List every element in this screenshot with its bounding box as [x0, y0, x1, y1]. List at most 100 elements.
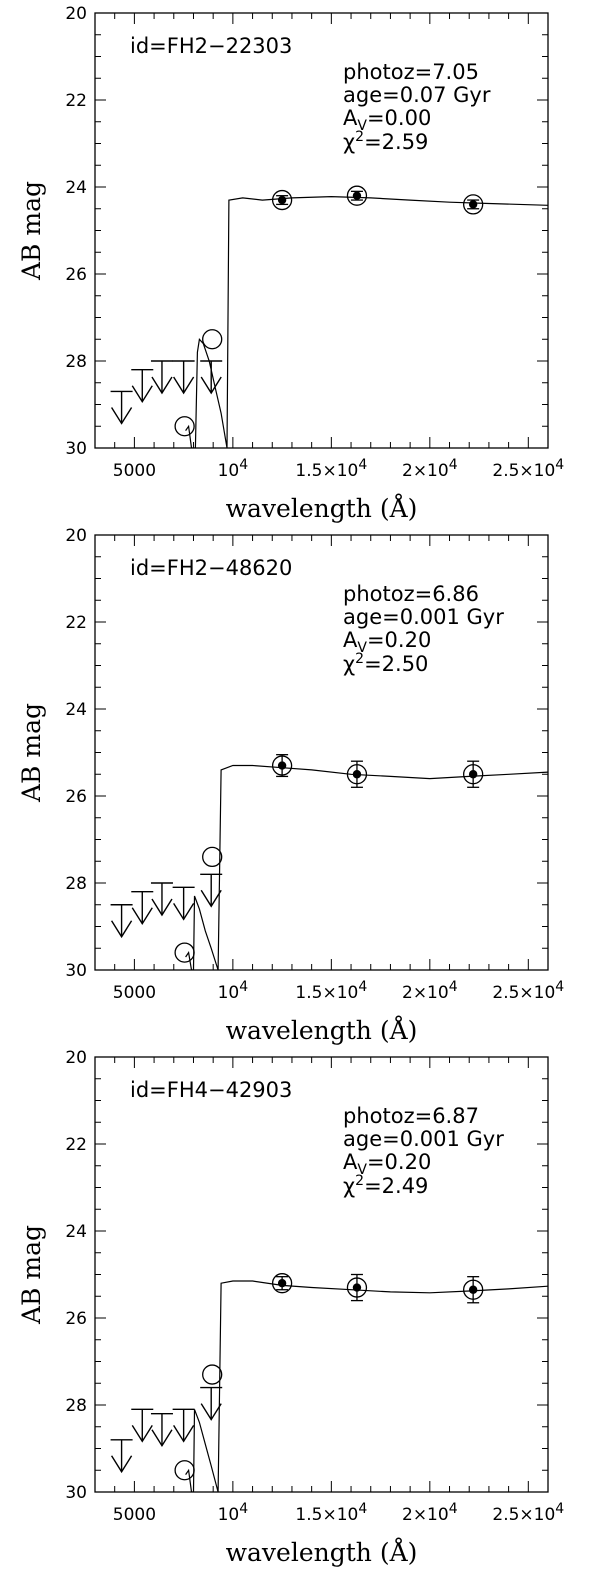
extinction-symbol: A	[343, 1150, 358, 1174]
upper-limit-arrow	[200, 1386, 223, 1421]
y-tick-label: 20	[65, 4, 87, 24]
model-magnitude-marker	[202, 329, 223, 350]
chi-squared-value: χ2=2.50	[343, 651, 428, 676]
x-tick-label-exponent: 4	[239, 1501, 248, 1517]
x-tick-label-base: 10	[218, 461, 240, 481]
model-magnitude-marker	[463, 1279, 484, 1300]
x-tick-label: 1.5×104	[295, 457, 367, 481]
x-tick-label-base: 1.5×10	[295, 1505, 358, 1525]
x-tick-label-exponent: 4	[449, 1501, 458, 1517]
y-tick-label: 24	[65, 1222, 87, 1242]
observed-magnitude-dot	[277, 761, 287, 770]
x-tick-label-exponent: 4	[555, 457, 564, 473]
model-magnitude-marker	[346, 764, 368, 785]
model-magnitude-marker	[346, 185, 368, 206]
chi-number: =2.49	[364, 1174, 428, 1198]
extinction-value: AV=0.20	[343, 628, 431, 656]
upper-limit-arrow	[200, 360, 223, 395]
extinction-subscript: V	[357, 118, 367, 134]
upper-limit-head	[151, 1429, 173, 1448]
x-tick-label-base: 10	[218, 1505, 240, 1525]
x-tick-label: 2.5×104	[492, 1501, 564, 1525]
y-tick-label: 22	[65, 613, 87, 633]
model-magnitude-marker	[463, 764, 484, 785]
plot-frame	[94, 12, 549, 449]
y-axis-title: AB mag	[17, 1225, 46, 1325]
model-magnitude-marker	[271, 1273, 293, 1294]
x-tick-label: 5000	[113, 983, 156, 1003]
detection-point	[346, 760, 368, 788]
extinction-symbol: A	[343, 106, 358, 130]
detection-point	[463, 760, 484, 788]
upper-limit-arrow	[131, 891, 154, 926]
x-tick-label: 1.5×104	[295, 979, 367, 1003]
upper-limit-head	[200, 1403, 222, 1421]
upper-limit-arrow	[172, 886, 195, 921]
x-tick-label-exponent: 4	[555, 979, 564, 995]
model-magnitude-marker	[202, 1364, 223, 1385]
extinction-value: AV=0.00	[343, 106, 431, 134]
x-tick-label-exponent: 4	[239, 979, 248, 995]
extinction-subscript: V	[357, 640, 367, 656]
y-tick-label: 30	[65, 1483, 87, 1503]
chi-symbol: χ	[343, 130, 355, 154]
model-magnitude-marker	[271, 755, 293, 776]
x-axis-title: wavelength (Å)	[226, 1015, 418, 1045]
x-tick-label: 2×104	[402, 1501, 458, 1525]
x-tick-label-base: 1.5×10	[295, 983, 358, 1003]
x-tick-label: 2.5×104	[492, 457, 564, 481]
chi-squared-value: χ2=2.59	[343, 129, 428, 154]
x-tick-label-exponent: 4	[358, 979, 367, 995]
upper-limit-head	[173, 376, 195, 395]
y-tick-label: 30	[65, 439, 87, 459]
y-tick-label: 20	[65, 526, 87, 546]
y-tick-label: 28	[65, 1396, 87, 1416]
upper-limit-arrow	[110, 390, 133, 425]
upper-limit-head	[173, 902, 195, 921]
x-tick-label-base: 5000	[113, 1505, 156, 1525]
model-magnitude-marker	[202, 846, 223, 868]
observed-magnitude-dot	[468, 1285, 478, 1294]
detection-point	[271, 754, 293, 778]
object-id: id=FH4−42903	[130, 1078, 292, 1102]
upper-limit-arrow	[172, 360, 195, 395]
extinction-number: =0.20	[367, 1150, 431, 1174]
x-tick-label-exponent: 4	[449, 979, 458, 995]
x-tick-label: 104	[218, 1501, 249, 1525]
upper-limit-arrow	[150, 1412, 173, 1448]
x-tick-label: 2.5×104	[492, 979, 564, 1003]
y-tick-label: 28	[65, 874, 87, 894]
model-magnitude-marker	[463, 194, 484, 215]
x-tick-label-base: 2×10	[402, 983, 449, 1003]
upper-limit-arrow	[110, 904, 133, 939]
extinction-value: AV=0.20	[343, 1150, 431, 1178]
sed-model-line	[185, 764, 548, 970]
upper-limit-head	[110, 920, 133, 939]
object-id: id=FH2−22303	[130, 34, 292, 58]
x-tick-label-exponent: 4	[555, 1501, 564, 1517]
age-value: age=0.001 Gyr	[343, 1127, 504, 1151]
x-tick-label-exponent: 4	[358, 457, 367, 473]
upper-limit-arrow	[110, 1439, 133, 1474]
chi-symbol: χ	[343, 652, 355, 676]
photoz-value: photoz=6.87	[343, 1104, 479, 1128]
observed-magnitude-dot	[352, 1283, 362, 1292]
age-value: age=0.001 Gyr	[343, 605, 504, 629]
y-tick-label: 24	[65, 700, 87, 720]
upper-limit-arrow	[150, 882, 173, 917]
y-tick-label: 30	[65, 961, 87, 981]
x-tick-label-base: 1.5×10	[295, 461, 358, 481]
detection-point	[271, 189, 293, 211]
chi-number: =2.50	[364, 652, 428, 676]
upper-limit-head	[200, 376, 222, 395]
observed-magnitude-dot	[352, 191, 362, 200]
plot-frame	[94, 534, 549, 971]
upper-limit-head	[151, 898, 173, 917]
y-axis-title: AB mag	[17, 703, 46, 803]
x-tick-label-base: 2.5×10	[492, 1505, 555, 1525]
upper-limit-head	[173, 1424, 195, 1443]
x-tick-label-base: 10	[218, 983, 240, 1003]
